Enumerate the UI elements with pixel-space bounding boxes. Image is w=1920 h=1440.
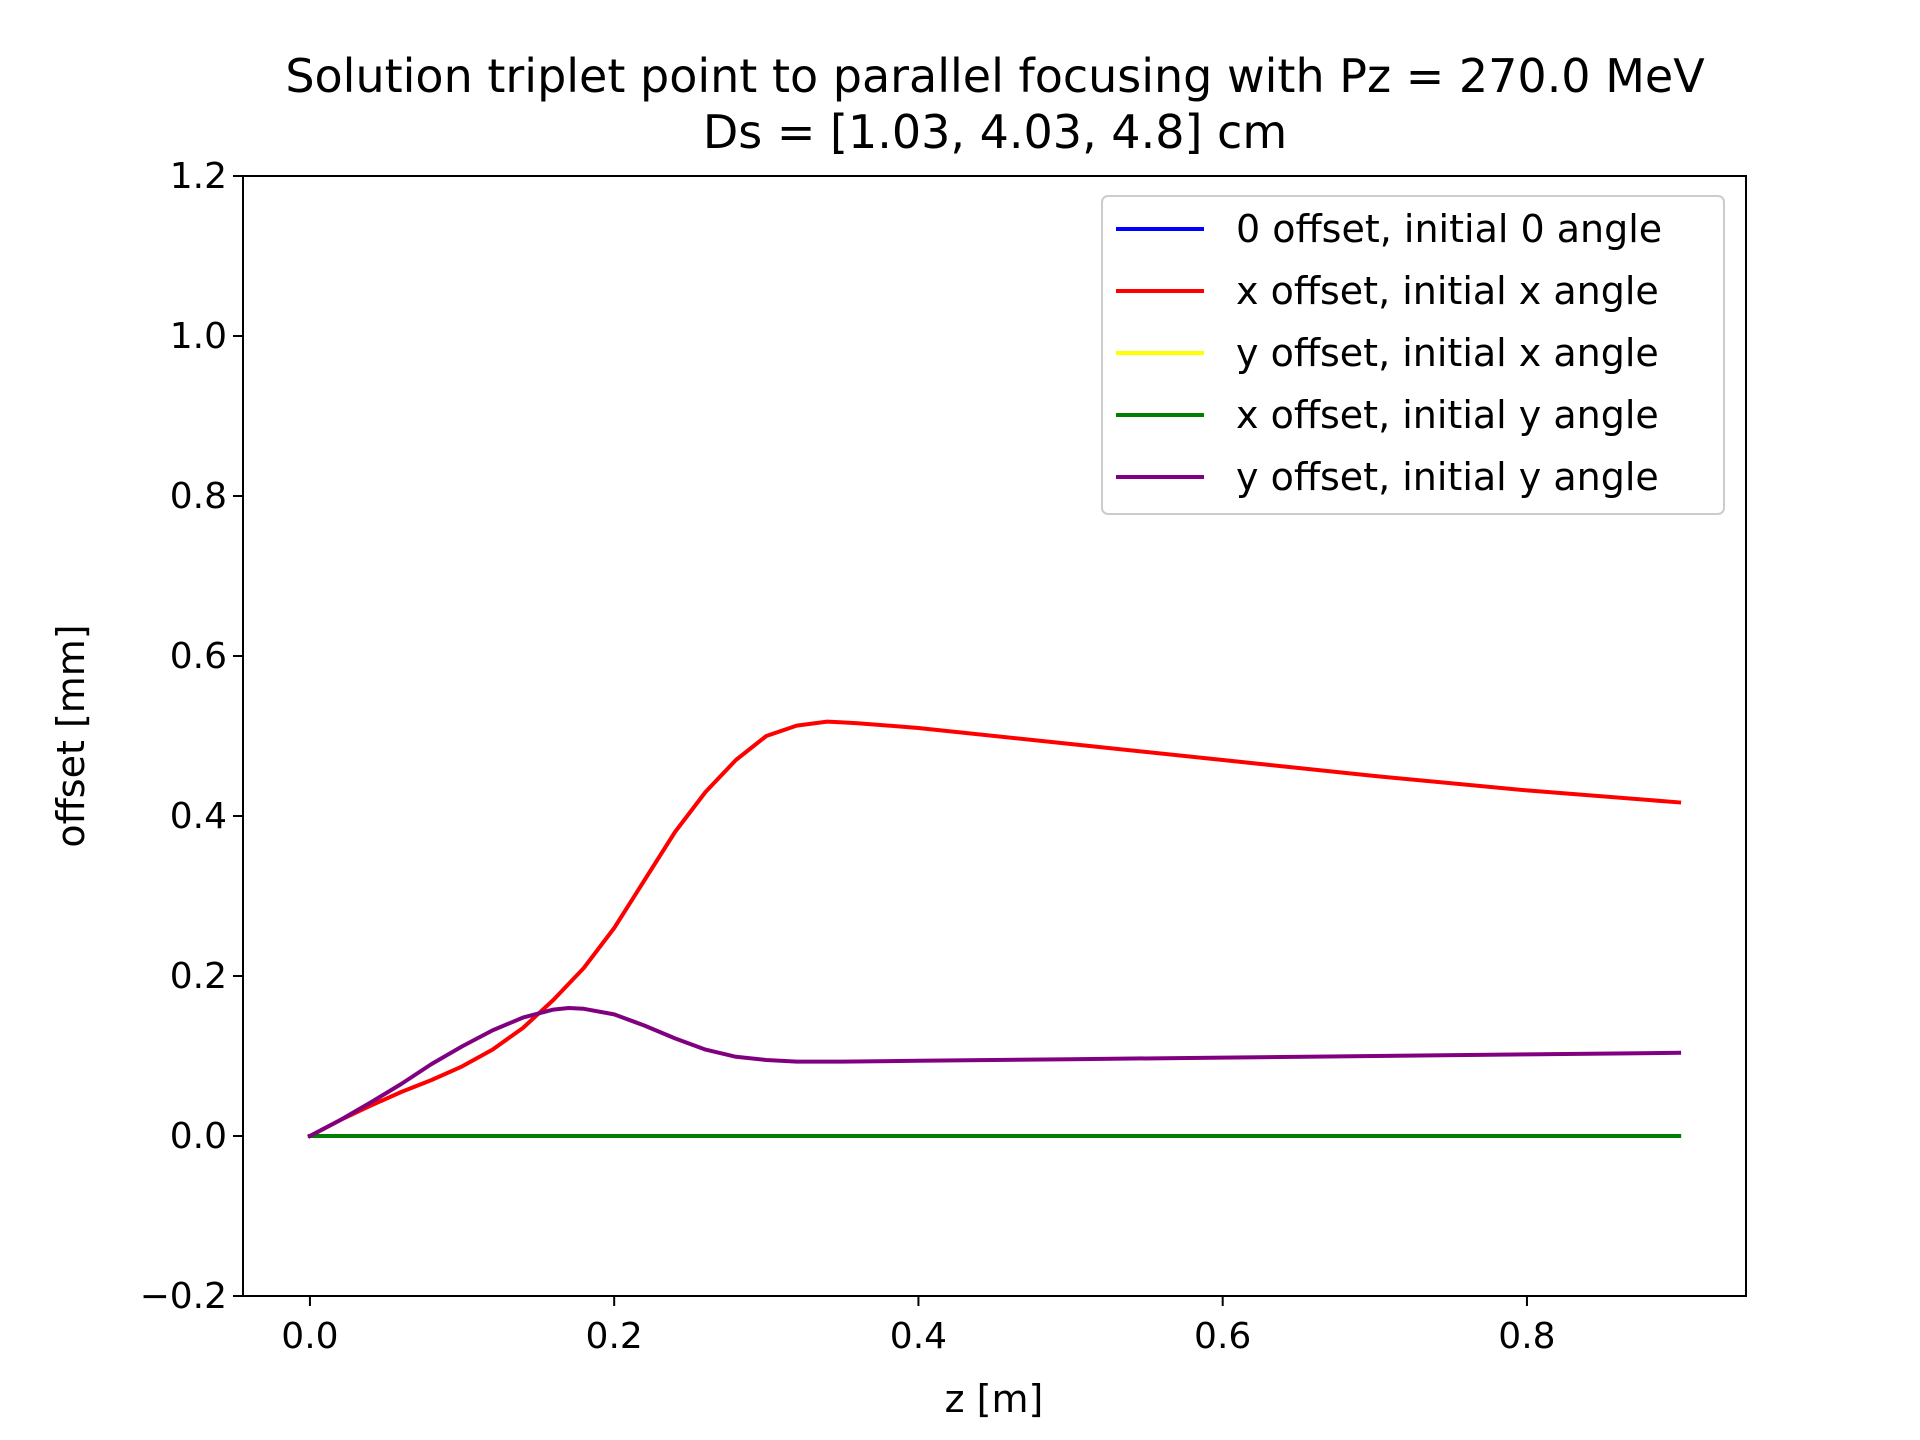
y-axis-ticks: −0.2 0.0 0.2 0.4 0.6 0.8 1.0 1.2 (140, 156, 243, 1317)
y-tick-label: 0.0 (170, 1116, 227, 1157)
y-tick-label: 1.2 (170, 156, 227, 197)
legend-items: 0 offset, initial 0 angle x offset, initi… (1116, 207, 1662, 499)
plot-frame (242, 175, 1747, 1297)
series-line-2 (307, 719, 1682, 1139)
y-tick-label: 0.2 (170, 956, 227, 997)
x-axis-ticks: 0.0 0.2 0.4 0.6 0.8 (281, 1296, 1556, 1357)
x-tick-label: 0.6 (1194, 1316, 1251, 1357)
x-axis-label: z [m] (945, 1377, 1044, 1421)
legend-label-2: x offset, initial x angle (1236, 269, 1659, 313)
x-tick-label: 0.4 (890, 1316, 947, 1357)
y-tick-label: −0.2 (140, 1276, 227, 1317)
series-line-5 (307, 1006, 1682, 1139)
y-tick-label: 0.4 (170, 796, 227, 837)
legend-label-5: y offset, initial y angle (1236, 455, 1659, 499)
x-tick-label: 0.2 (586, 1316, 643, 1357)
legend: 0 offset, initial 0 angle x offset, initi… (1101, 195, 1725, 515)
y-axis-label: offset [mm] (49, 624, 93, 847)
y-tick-label: 0.6 (170, 636, 227, 677)
legend-box (1101, 195, 1725, 515)
y-tick-label: 0.8 (170, 476, 227, 517)
y-tick-label: 1.0 (170, 316, 227, 357)
chart-title: Solution triplet point to parallel focus… (285, 49, 1705, 103)
chart-subtitle: Ds = [1.03, 4.03, 4.8] cm (703, 105, 1287, 159)
legend-label-3: y offset, initial x angle (1236, 331, 1659, 375)
legend-label-4: x offset, initial y angle (1236, 393, 1659, 437)
x-tick-label: 0.0 (281, 1316, 338, 1357)
x-tick-label: 0.8 (1498, 1316, 1555, 1357)
legend-label-1: 0 offset, initial 0 angle (1236, 207, 1662, 251)
plot-lines (307, 719, 1682, 1139)
